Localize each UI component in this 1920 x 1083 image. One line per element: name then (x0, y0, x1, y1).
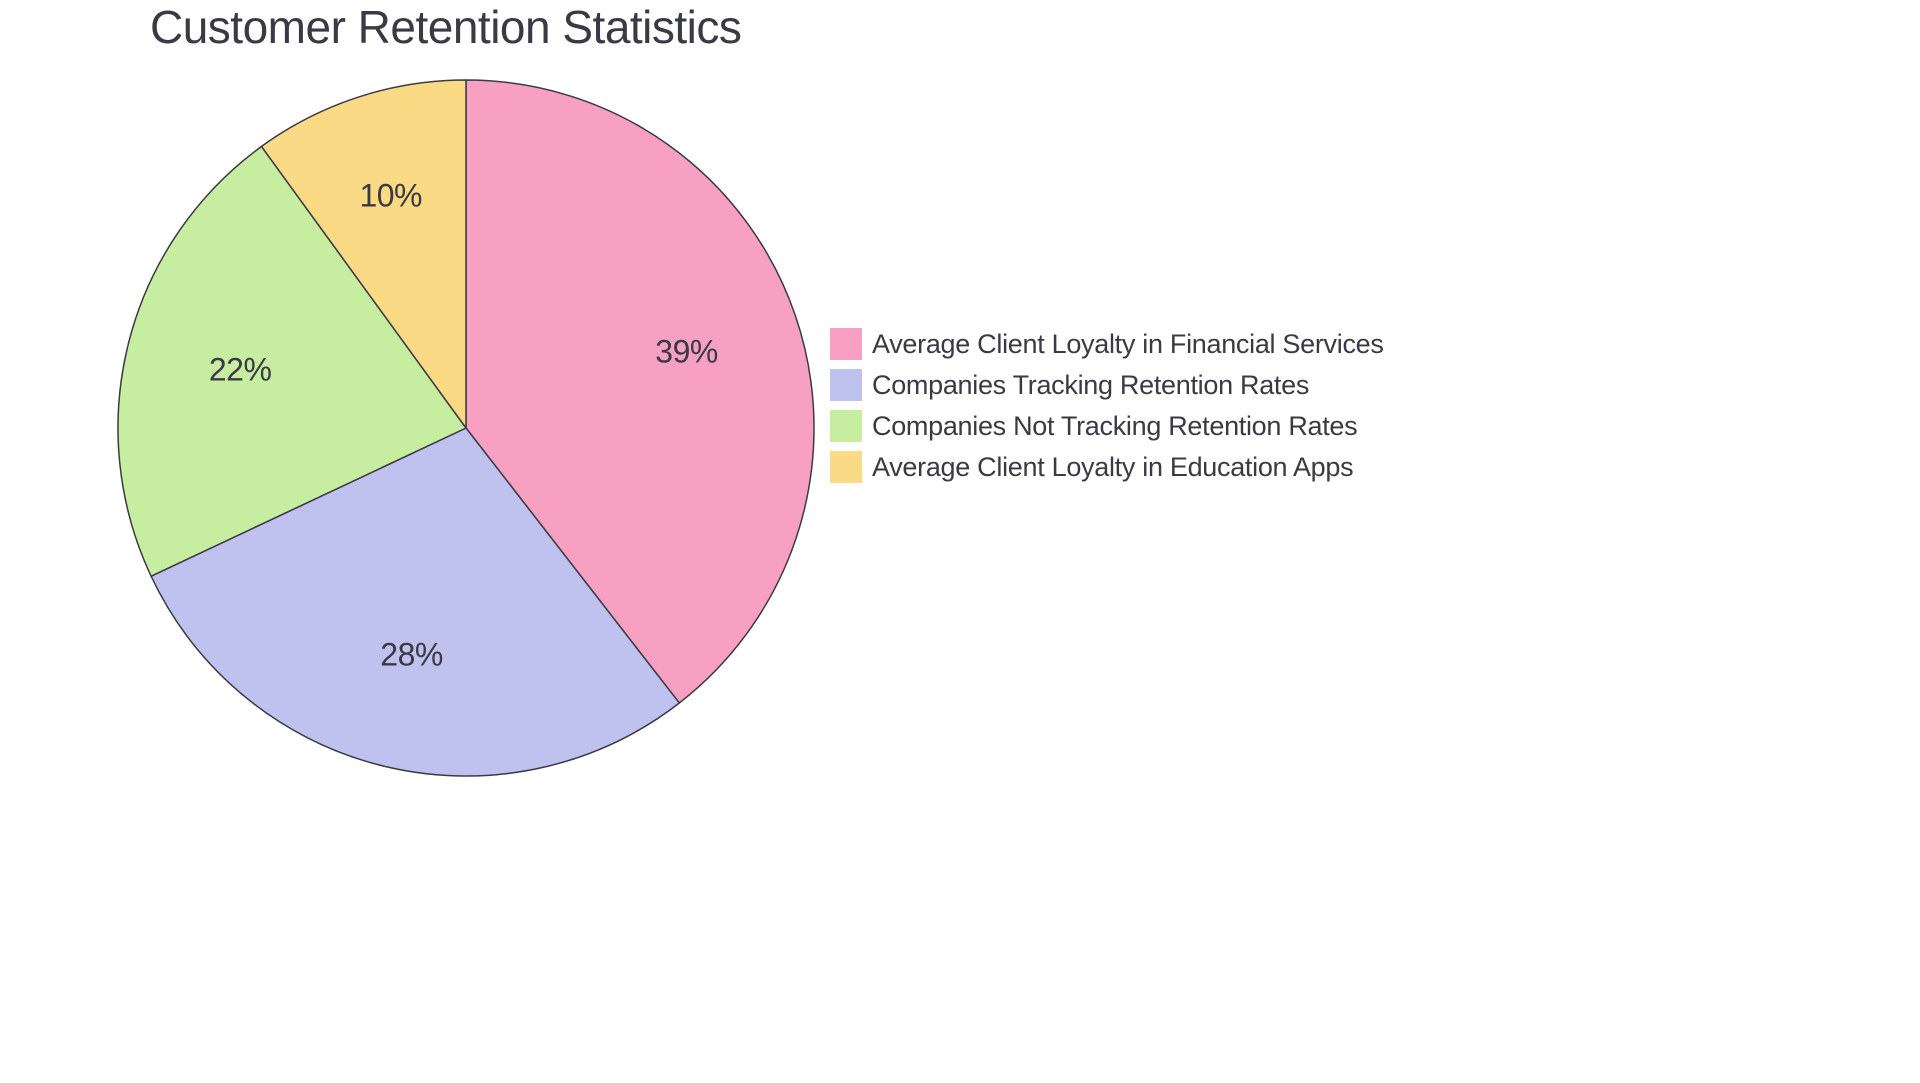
legend-item[interactable]: Companies Tracking Retention Rates (830, 369, 1384, 401)
legend-swatch (830, 328, 862, 360)
pie-slice-label: 10% (359, 178, 422, 215)
legend-label: Companies Not Tracking Retention Rates (872, 411, 1357, 442)
pie-slice-label: 39% (655, 334, 718, 371)
legend-swatch (830, 451, 862, 483)
pie-slice-label: 22% (209, 352, 272, 389)
legend-item[interactable]: Average Client Loyalty in Education Apps (830, 451, 1384, 483)
pie-chart: 39% 28% 22% 10% (108, 70, 824, 786)
legend-label: Companies Tracking Retention Rates (872, 370, 1309, 401)
legend-swatch (830, 369, 862, 401)
legend-item[interactable]: Average Client Loyalty in Financial Serv… (830, 328, 1384, 360)
chart-canvas: Customer Retention Statistics 39% 28% 22% 1… (0, 0, 1920, 1083)
legend-label: Average Client Loyalty in Education Apps (872, 452, 1353, 483)
pie-slice-label: 28% (380, 636, 443, 673)
legend-swatch (830, 410, 862, 442)
legend: Average Client Loyalty in Financial Serv… (830, 328, 1384, 483)
legend-label: Average Client Loyalty in Financial Serv… (872, 329, 1384, 360)
legend-item[interactable]: Companies Not Tracking Retention Rates (830, 410, 1384, 442)
chart-title: Customer Retention Statistics (150, 0, 741, 54)
pie-svg (108, 70, 824, 786)
